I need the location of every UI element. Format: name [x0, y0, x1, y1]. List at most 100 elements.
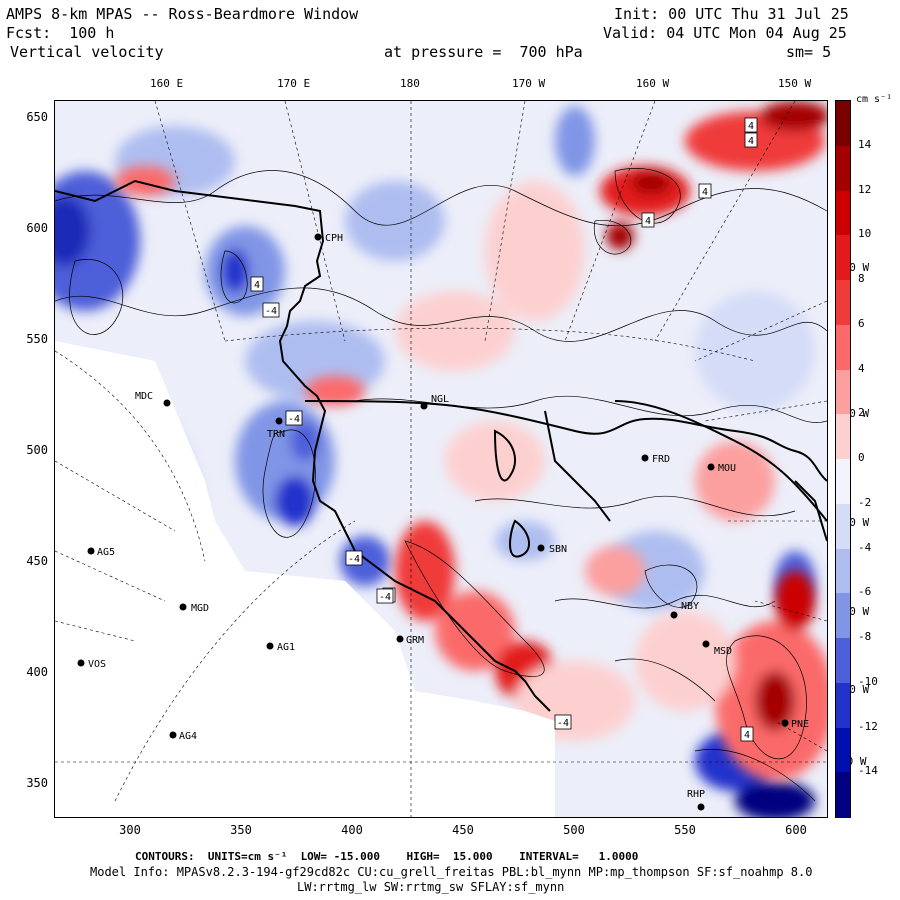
lon-label-150w: 150 W: [778, 77, 812, 90]
colorbar-tick-label: 8: [858, 272, 865, 285]
colorbar-segment: [836, 101, 850, 147]
station-pne[interactable]: PNE: [781, 719, 810, 730]
contour-info: CONTOURS: UNITS=cm s⁻¹ LOW= -15.000 HIGH…: [135, 850, 639, 863]
svg-text:4: 4: [702, 187, 708, 198]
colorbar-segment: [836, 145, 850, 191]
station-label: MSD: [714, 646, 732, 657]
station-label: FRD: [652, 454, 670, 465]
colorbar-tick-label: -14: [858, 764, 878, 778]
svg-text:-4: -4: [557, 718, 569, 729]
station-mdc[interactable]: MDC: [135, 391, 171, 407]
colorbar-segment: [836, 548, 850, 594]
contour-value-labels: 4 4 4 4 4 4 4 -4 -4 -4 -4 -4: [250, 117, 758, 742]
station-sbn[interactable]: SBN: [537, 544, 568, 555]
colorbar-tick-label: 4: [858, 361, 865, 375]
lon-label-180: 180: [400, 77, 420, 90]
model-schemes: LW:rrtmg_lw SW:rrtmg_sw SFLAY:sf_mynn: [297, 880, 565, 894]
colorbar-tick-label: -10: [858, 674, 878, 688]
svg-text:-4: -4: [288, 414, 300, 425]
contour-label: 4: [740, 726, 754, 742]
station-nby[interactable]: NBY: [670, 601, 700, 619]
product-title: AMPS 8-km MPAS -- Ross-Beardmore Window: [6, 5, 359, 23]
lon-label-170e: 170 E: [277, 77, 311, 90]
colorbar-segment: [836, 324, 850, 370]
station-ag1[interactable]: AG1: [266, 642, 296, 653]
station-mou[interactable]: MOU: [707, 463, 737, 474]
pressure-level: at pressure = 700 hPa: [384, 43, 583, 61]
y-tick-label: 500: [26, 443, 48, 457]
map-canvas: [55, 101, 827, 817]
x-tick-label: 550: [674, 823, 696, 837]
station-vos[interactable]: VOS: [77, 659, 107, 670]
forecast-hour: Fcst: 100 h: [6, 24, 115, 42]
x-tick-label: 450: [452, 823, 474, 837]
station-label: AG5: [97, 547, 115, 558]
station-grm[interactable]: GRM: [396, 635, 425, 646]
x-tick-label: 600: [785, 823, 807, 837]
station-layer: CPH NGL MDC TRN FRD MOU AG5 SBN MGD NBY …: [77, 117, 810, 811]
station-cph[interactable]: CPH: [314, 233, 344, 244]
station-label: MDC: [135, 391, 153, 402]
station-label: PNE: [791, 719, 809, 730]
station-frd[interactable]: FRD: [641, 454, 671, 465]
x-tick-label: 350: [230, 823, 252, 837]
contour-label: 4: [698, 183, 712, 199]
lon-label-170w: 170 W: [512, 77, 546, 90]
colorbar-segment: [836, 772, 850, 818]
station-label: GRM: [406, 635, 424, 646]
station-trn[interactable]: TRN: [267, 417, 285, 441]
svg-text:-4: -4: [348, 554, 360, 565]
smoothing-value: sm= 5: [786, 43, 832, 61]
svg-text:4: 4: [748, 136, 754, 147]
colorbar-tick-label: 0: [858, 451, 865, 464]
colorbar-tick-label: 12: [858, 182, 872, 196]
colorbar-tick-label: 10: [858, 227, 872, 241]
station-ngl[interactable]: NGL: [420, 394, 450, 410]
contour-label: -4: [285, 410, 303, 426]
contour-label: 4: [744, 132, 758, 148]
svg-text:4: 4: [748, 121, 754, 132]
station-ag4[interactable]: AG4: [169, 731, 198, 742]
svg-text:-4: -4: [265, 306, 277, 317]
x-tick-label: 500: [563, 823, 585, 837]
station-label: NGL: [431, 394, 449, 405]
colorbar-segment: [836, 638, 850, 684]
contour-label: 4: [641, 212, 655, 228]
colorbar-segment: [836, 369, 850, 415]
colorbar-unit: cm s⁻¹: [856, 94, 893, 105]
model-info: Model Info: MPASv8.2.3-194-gf29cd82c CU:…: [90, 865, 813, 879]
colorbar-tick-label: -4: [858, 540, 872, 554]
lon-label-160e: 160 E: [150, 77, 184, 90]
svg-text:4: 4: [254, 280, 260, 291]
station-label: TRN: [267, 429, 285, 440]
station-label: AG4: [179, 731, 197, 742]
masked-region: [55, 341, 555, 817]
station-label: SBN: [549, 544, 567, 555]
colorbar-segment: [836, 459, 850, 505]
colorbar-tick-label: 6: [858, 316, 865, 330]
colorbar-segment: [836, 682, 850, 728]
station-msd[interactable]: MSD: [702, 640, 733, 658]
station-rhp[interactable]: RHP: [687, 789, 705, 811]
station-label: AG1: [277, 642, 295, 653]
x-tick-label: 400: [341, 823, 363, 837]
station-mgd[interactable]: MGD: [179, 603, 210, 614]
colorbar-segment: [836, 414, 850, 460]
colorbar-tick-label: -8: [858, 630, 872, 643]
contour-label: -4: [345, 550, 363, 566]
y-tick-label: 600: [26, 221, 48, 235]
y-tick-label: 550: [26, 332, 48, 346]
station-label: MGD: [191, 603, 209, 614]
y-tick-label: 400: [26, 665, 48, 679]
svg-text:4: 4: [744, 730, 750, 741]
colorbar-tick-label: -2: [858, 495, 872, 509]
colorbar-segment: [836, 280, 850, 326]
contour-lines: [55, 168, 827, 802]
contour-label: 4: [250, 276, 264, 292]
vertical-velocity-map: CPH NGL MDC TRN FRD MOU AG5 SBN MGD NBY …: [54, 100, 828, 818]
station-ag5[interactable]: AG5: [87, 547, 116, 558]
colorbar: [835, 100, 851, 818]
y-tick-label: 350: [26, 776, 48, 790]
colorbar-tick-label: -12: [858, 719, 878, 733]
station-label: VOS: [88, 659, 106, 670]
